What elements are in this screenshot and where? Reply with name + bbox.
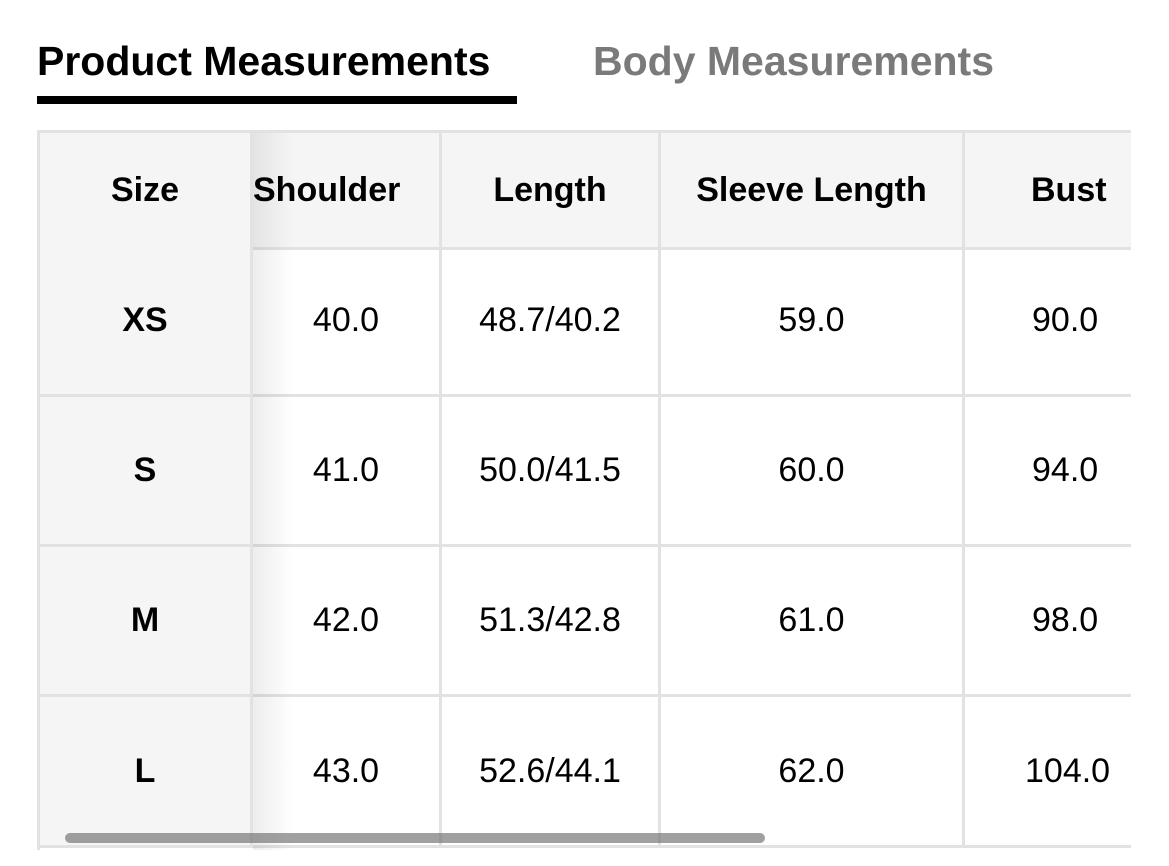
row-size-label: S (40, 397, 253, 547)
table-cell: 48.7/40.2 (442, 247, 661, 397)
table-cell: 62.0 (661, 697, 965, 848)
table-cell: 40.0 (253, 247, 442, 397)
table-cell: 59.0 (661, 247, 965, 397)
table-cell: 50.0/41.5 (442, 397, 661, 547)
table-cell: 42.0 (253, 547, 442, 697)
column-header: Sleeve Length (661, 133, 965, 250)
table-cell: 41.0 (253, 397, 442, 547)
size-chart-table: Size Shoulder Length Sleeve Length Bust XS 40.… (37, 130, 1131, 850)
row-size-label: L (40, 697, 253, 848)
column-header: Bust (965, 133, 1131, 250)
horizontal-scrollbar[interactable] (65, 833, 765, 843)
table-cell: 60.0 (661, 397, 965, 547)
table-cell: 94.0 (965, 397, 1131, 547)
table-cell: 104.0 (965, 697, 1131, 848)
column-header: Size (40, 133, 253, 250)
table-cell: 51.3/42.8 (442, 547, 661, 697)
table-cell: 61.0 (661, 547, 965, 697)
table-cell: 52.6/44.1 (442, 697, 661, 848)
table-cell: 90.0 (965, 247, 1131, 397)
table-cell: 98.0 (965, 547, 1131, 697)
active-tab-indicator (37, 96, 517, 104)
tab-body-measurements[interactable]: Body Measurements (593, 38, 995, 84)
row-size-label: XS (40, 247, 253, 397)
tab-product-measurements[interactable]: Product Measurements (37, 38, 491, 84)
column-header: Length (442, 133, 661, 250)
column-header: Shoulder (253, 133, 442, 250)
row-size-label: M (40, 547, 253, 697)
table-cell: 43.0 (253, 697, 442, 848)
